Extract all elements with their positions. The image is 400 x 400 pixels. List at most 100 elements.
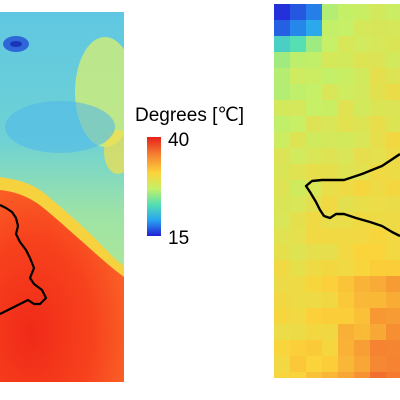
grid-cell — [338, 116, 355, 133]
grid-cell — [274, 180, 291, 197]
grid-cell — [370, 20, 387, 37]
grid-cell — [290, 68, 307, 85]
grid-cell — [274, 324, 291, 341]
grid-cell — [322, 164, 339, 181]
grid-cell — [386, 52, 400, 69]
grid-cell — [322, 260, 339, 277]
grid-cell — [290, 4, 307, 21]
grid-cell — [274, 84, 291, 101]
grid-cell — [354, 276, 371, 293]
grid-cell — [306, 260, 323, 277]
grid-cell — [370, 372, 387, 378]
grid-cell — [322, 372, 339, 378]
grid-cell — [338, 228, 355, 245]
grid-cell — [290, 180, 307, 197]
grid-cell — [354, 36, 371, 53]
grid-cell — [338, 356, 355, 373]
grid-cell — [322, 68, 339, 85]
grid-cell — [306, 68, 323, 85]
grid-cell — [290, 260, 307, 277]
grid-cell — [338, 244, 355, 261]
grid-cell — [338, 52, 355, 69]
grid-cell — [354, 180, 371, 197]
grid-cell — [322, 244, 339, 261]
grid-cell — [338, 164, 355, 181]
right-map-svg — [274, 4, 400, 378]
grid-cell — [354, 52, 371, 69]
grid-cell — [274, 68, 291, 85]
grid-cell — [274, 276, 291, 293]
grid-cell — [370, 52, 387, 69]
grid-cell — [290, 196, 307, 213]
grid-cell — [354, 228, 371, 245]
grid-cell — [386, 84, 400, 101]
grid-cell — [370, 308, 387, 325]
grid-cell — [306, 148, 323, 165]
grid-cell — [306, 116, 323, 133]
grid-cell — [274, 212, 291, 229]
left-map-cold-core — [10, 41, 22, 47]
grid-cell — [338, 276, 355, 293]
right-map-grid — [274, 4, 400, 378]
high-resolution-temperature-map — [0, 12, 124, 382]
grid-cell — [370, 260, 387, 277]
grid-cell — [354, 308, 371, 325]
grid-cell — [322, 36, 339, 53]
grid-cell — [386, 244, 400, 261]
grid-cell — [386, 340, 400, 357]
grid-cell — [290, 340, 307, 357]
grid-cell — [306, 100, 323, 117]
grid-cell — [338, 308, 355, 325]
grid-cell — [274, 4, 291, 21]
grid-cell — [274, 132, 291, 149]
grid-cell — [370, 68, 387, 85]
legend-color-bar — [147, 137, 161, 236]
grid-cell — [322, 180, 339, 197]
grid-cell — [338, 372, 355, 378]
grid-cell — [322, 20, 339, 37]
grid-cell — [370, 100, 387, 117]
grid-cell — [274, 148, 291, 165]
grid-cell — [338, 340, 355, 357]
grid-cell — [370, 132, 387, 149]
right-map-boundary-line — [304, 153, 400, 238]
grid-cell — [354, 116, 371, 133]
grid-cell — [386, 260, 400, 277]
grid-cell — [338, 68, 355, 85]
grid-cell — [274, 36, 291, 53]
grid-cell — [370, 292, 387, 309]
legend-max-label: 40 — [168, 130, 190, 151]
left-map-svg — [0, 12, 124, 382]
grid-cell — [338, 260, 355, 277]
grid-cell — [306, 228, 323, 245]
grid-cell — [306, 340, 323, 357]
grid-cell — [386, 276, 400, 293]
grid-cell — [290, 164, 307, 181]
grid-cell — [290, 308, 307, 325]
coarse-resolution-temperature-map — [274, 4, 400, 378]
grid-cell — [322, 292, 339, 309]
grid-cell — [354, 4, 371, 21]
grid-cell — [290, 276, 307, 293]
grid-cell — [338, 132, 355, 149]
grid-cell — [370, 148, 387, 165]
grid-cell — [322, 116, 339, 133]
grid-cell — [274, 228, 291, 245]
grid-cell — [322, 276, 339, 293]
grid-cell — [274, 308, 291, 325]
grid-cell — [306, 52, 323, 69]
grid-cell — [290, 116, 307, 133]
left-map-cool-band — [5, 101, 115, 153]
grid-cell — [338, 20, 355, 37]
grid-cell — [290, 244, 307, 261]
grid-cell — [306, 372, 323, 378]
grid-cell — [354, 292, 371, 309]
grid-cell — [354, 324, 371, 341]
grid-cell — [354, 196, 371, 213]
grid-cell — [322, 132, 339, 149]
grid-cell — [274, 292, 291, 309]
grid-cell — [290, 228, 307, 245]
left-map-boundary-line — [0, 204, 48, 315]
grid-cell — [370, 4, 387, 21]
grid-cell — [354, 340, 371, 357]
